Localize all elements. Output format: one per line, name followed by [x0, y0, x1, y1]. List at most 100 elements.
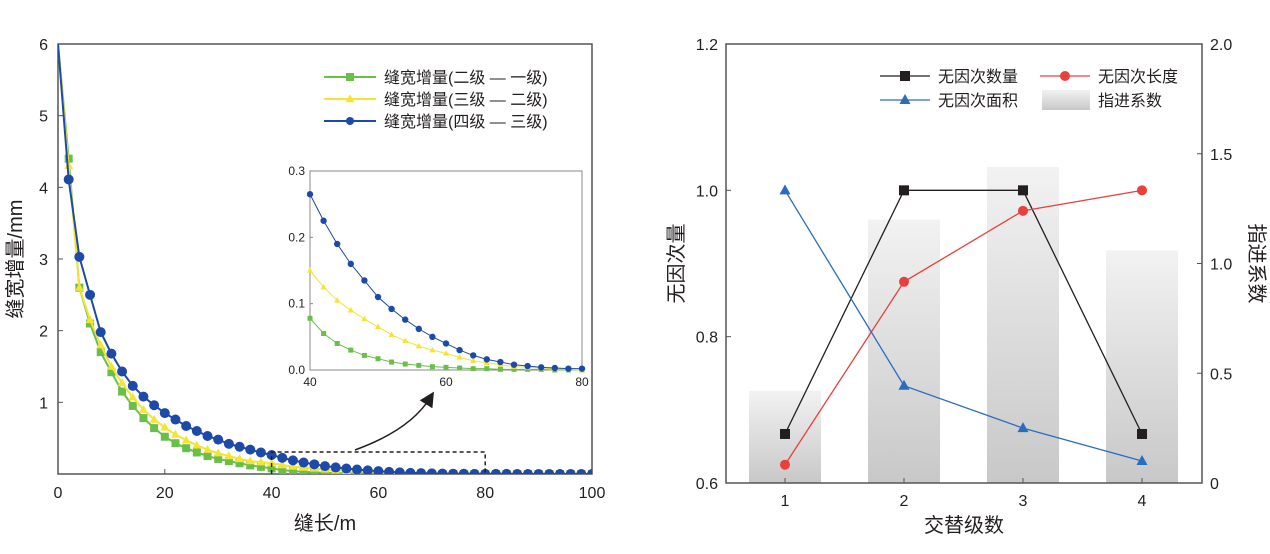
x-tick-label: 1: [781, 493, 790, 510]
legend-label: 无因次数量: [938, 68, 1018, 86]
data-point: [245, 456, 255, 465]
inset-data-point: [483, 356, 490, 363]
data-point: [288, 461, 298, 470]
data-point: [256, 462, 265, 471]
legend-label: 缝宽增量(二级 — 一级): [384, 69, 548, 87]
data-point: [117, 366, 128, 377]
inset-data-point: [470, 352, 477, 359]
inset-frame: [309, 170, 583, 371]
series-2: [780, 185, 1147, 470]
data-point: [96, 340, 106, 349]
data-point: [234, 441, 245, 452]
data-point: [554, 469, 565, 474]
data-point: [160, 422, 170, 431]
y2-axis-title: 指进系数: [1245, 224, 1268, 304]
y2-tick-label: 0.5: [1210, 366, 1232, 383]
inset-data-point: [361, 277, 368, 284]
inset-y-tick-label: 0.0: [288, 363, 305, 377]
x-tick-label: 100: [579, 485, 606, 502]
legend-marker: [346, 73, 354, 81]
bar: [868, 219, 940, 483]
inset-data-point: [389, 359, 395, 365]
inset-data-point: [442, 340, 450, 347]
data-point: [128, 401, 137, 410]
legend-label: 缝宽增量(三级 — 二级): [384, 91, 548, 109]
data-point: [565, 469, 576, 474]
inset-data-point: [497, 358, 504, 366]
data-point: [779, 184, 791, 195]
inset-data-point: [374, 323, 382, 330]
x-tick-label: 80: [476, 485, 494, 502]
series-3: [58, 44, 592, 474]
x-tick-label: 60: [370, 485, 388, 502]
data-point: [405, 467, 416, 474]
y2-tick-label: 1.0: [1210, 257, 1232, 274]
data-point: [341, 463, 352, 474]
inset-data-point: [415, 325, 422, 333]
inset-data-point: [402, 337, 409, 344]
series-line: [784, 189, 1143, 466]
data-point: [1017, 422, 1029, 433]
data-point: [149, 414, 159, 423]
data-point: [533, 469, 544, 474]
data-point: [267, 458, 276, 467]
data-point: [85, 289, 96, 300]
inset-x-tick-label: 40: [303, 375, 317, 389]
y2-tick-label: 0: [1210, 476, 1219, 493]
legend-label: 无因次面积: [938, 92, 1018, 110]
y-tick-label: 2: [39, 324, 48, 341]
data-point: [394, 467, 405, 474]
data-point: [352, 464, 363, 474]
data-point: [86, 319, 95, 328]
inset-data-point: [388, 305, 395, 313]
data-point: [181, 435, 191, 444]
data-point: [780, 459, 790, 470]
data-point: [118, 387, 127, 396]
data-point: [96, 348, 105, 357]
y2-tick-label: 2.0: [1210, 37, 1232, 54]
data-point: [245, 444, 256, 455]
data-point: [512, 469, 523, 474]
inset-data-point: [442, 350, 450, 356]
inset-data-point: [347, 306, 354, 313]
data-point: [501, 468, 512, 474]
data-point: [182, 444, 191, 453]
data-point: [490, 468, 501, 474]
data-point: [780, 428, 790, 439]
inset-data-point: [320, 217, 327, 224]
inset-x-tick-label: 60: [439, 375, 453, 389]
data-point: [74, 282, 84, 291]
data-point: [203, 452, 212, 461]
data-point: [898, 379, 910, 390]
data-point: [469, 468, 480, 474]
data-point: [309, 459, 320, 470]
data-point: [117, 378, 127, 387]
data-point: [64, 161, 74, 170]
inset-y-tick-label: 0.3: [288, 164, 305, 178]
left-chart: 0 20 40 60 80 100 1 2 3 4 5 6 缝长/m 缝宽增量/mm 缝宽增量(二级 — 一…: [4, 37, 605, 535]
inset-data-point: [429, 364, 435, 370]
zoom-region-box: [270, 451, 486, 474]
inset-chart: 40 60 80 0.0 0.1 0.2 0.3: [288, 164, 589, 389]
data-point: [278, 466, 287, 474]
data-point: [181, 420, 192, 431]
data-point: [202, 431, 213, 442]
inset-data-point: [429, 346, 436, 353]
y-tick-label: 3: [39, 252, 48, 269]
inset-data-point: [361, 315, 368, 322]
inset-data-point: [320, 283, 327, 290]
data-point: [426, 468, 437, 474]
data-point: [128, 392, 138, 401]
inset-data-point: [402, 316, 409, 323]
legend-label: 缝宽增量(四级 — 三级): [384, 113, 548, 131]
data-point: [63, 174, 74, 185]
inset-data-point: [578, 365, 586, 372]
x-axis-title: 交替级数: [924, 514, 1004, 537]
legend: 缝宽增量(二级 — 一级) 缝宽增量(三级 — 二级) 缝宽增量(四级 — 三级): [324, 69, 548, 131]
inset-data-point: [307, 315, 313, 321]
legend-swatch: [1042, 90, 1090, 110]
inset-data-point: [511, 366, 517, 372]
data-point: [298, 457, 309, 468]
